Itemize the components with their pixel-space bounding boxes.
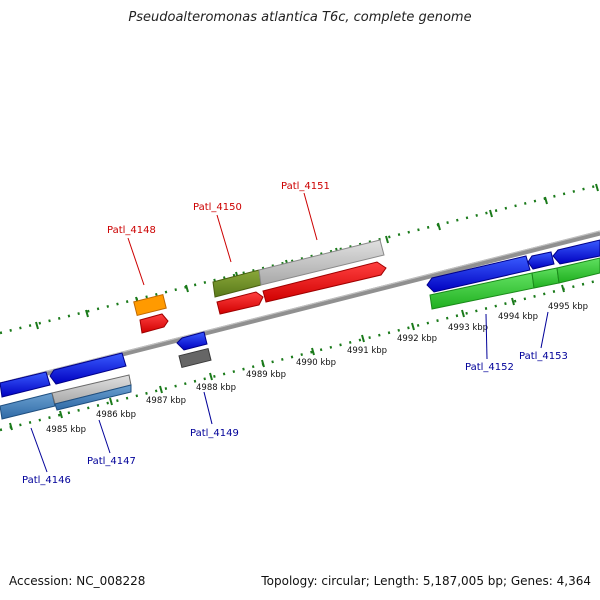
ruler-label: 4995 kbp <box>548 302 588 312</box>
gene-label-patl-4151: Patl_4151 <box>281 181 330 192</box>
leader-patl-4149 <box>203 391 213 425</box>
gene-patl-4149-blue <box>176 331 208 351</box>
ruler-label: 4987 kbp <box>146 396 186 406</box>
gene-label-patl-4150: Patl_4150 <box>193 202 242 213</box>
ruler-label: 4990 kbp <box>296 358 336 368</box>
leader-patl-4152 <box>485 313 488 360</box>
ruler-label: 4994 kbp <box>498 312 538 322</box>
ruler-label: 4991 kbp <box>347 346 387 356</box>
gene-patl-4147-steel <box>54 384 132 411</box>
map-title: Pseudoalteromonas atlantica T6c, complet… <box>128 10 472 25</box>
topology-summary: Topology: circular; Length: 5,187,005 bp… <box>261 574 591 588</box>
gene-patl-4148-orange <box>133 293 167 317</box>
gene-patl-4153-blue <box>527 251 555 270</box>
ruler-label: 4986 kbp <box>96 410 136 420</box>
gene-blue-right <box>552 239 600 265</box>
gene-patl-4151-grey <box>258 239 385 286</box>
lower-major-ticks <box>9 284 565 431</box>
ruler-label: 4989 kbp <box>246 370 286 380</box>
gene-label-patl-4153: Patl_4153 <box>519 351 568 362</box>
leader-patl-4146 <box>30 427 48 473</box>
gene-patl-4149-darkgrey <box>178 347 212 369</box>
gene-label-patl-4152: Patl_4152 <box>465 362 514 373</box>
gene-patl-4146-steel <box>0 392 56 420</box>
gene-label-patl-4149: Patl_4149 <box>190 428 239 439</box>
gene-red-long <box>262 261 387 303</box>
leader-patl-4153 <box>540 311 549 349</box>
accession-text: Accession: NC_008228 <box>9 574 146 588</box>
gene-patl-4152-blue <box>426 255 531 293</box>
gene-label-patl-4147: Patl_4147 <box>87 456 136 467</box>
gene-red-small <box>139 313 169 334</box>
leader-patl-4151 <box>303 192 318 241</box>
leader-patl-4147 <box>98 419 111 454</box>
ruler-label: 4993 kbp <box>448 323 488 333</box>
leader-patl-4148 <box>127 237 145 286</box>
gene-blue-left-1 <box>0 371 51 398</box>
gene-green-right <box>556 257 600 284</box>
gene-label-patl-4146: Patl_4146 <box>22 475 71 486</box>
ruler-label: 4985 kbp <box>46 425 86 435</box>
gene-patl-4153-green <box>531 267 560 289</box>
gene-blue-left-2 <box>49 352 127 385</box>
ruler-label: 4988 kbp <box>196 383 236 393</box>
lower-tick-track <box>0 278 600 432</box>
leader-patl-4150 <box>216 214 232 263</box>
ruler-label: 4992 kbp <box>397 334 437 344</box>
gene-label-patl-4148: Patl_4148 <box>107 225 156 236</box>
gene-red-mid <box>216 291 264 315</box>
